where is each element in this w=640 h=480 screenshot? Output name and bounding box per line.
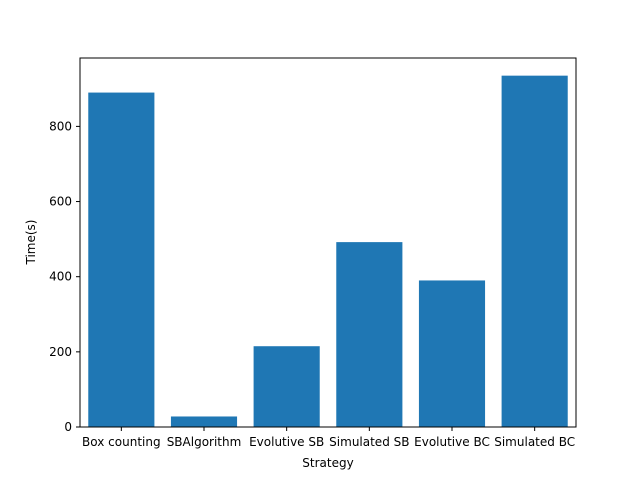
bar-5 <box>501 75 568 427</box>
x-axis-label: Strategy <box>302 456 353 470</box>
y-tick-label-1: 200 <box>49 345 72 359</box>
bar-1 <box>170 416 238 427</box>
x-axis-ticks: Box counting SBAlgorithm Evolutive SB Simul… <box>82 427 575 449</box>
bars-group <box>88 75 568 427</box>
y-tick-label-0: 0 <box>64 420 72 434</box>
y-axis-label: Time(s) <box>24 220 38 266</box>
y-tick-label-3: 600 <box>49 195 72 209</box>
y-tick-label-2: 400 <box>49 270 72 284</box>
bar-2 <box>253 346 320 427</box>
y-axis-ticks: 0 200 400 600 800 <box>49 119 80 434</box>
x-tick-label-2: Evolutive SB <box>249 435 324 449</box>
x-tick-label-3: Simulated SB <box>329 435 409 449</box>
x-tick-label-5: Simulated BC <box>494 435 575 449</box>
bar-0 <box>88 92 155 427</box>
y-tick-label-4: 800 <box>49 119 72 133</box>
bar-4 <box>418 280 486 427</box>
x-tick-label-4: Evolutive BC <box>414 435 490 449</box>
plot-frame <box>79 57 577 428</box>
x-tick-label-1: SBAlgorithm <box>167 435 242 449</box>
x-tick-label-0: Box counting <box>82 435 161 449</box>
bar-3 <box>336 242 403 427</box>
